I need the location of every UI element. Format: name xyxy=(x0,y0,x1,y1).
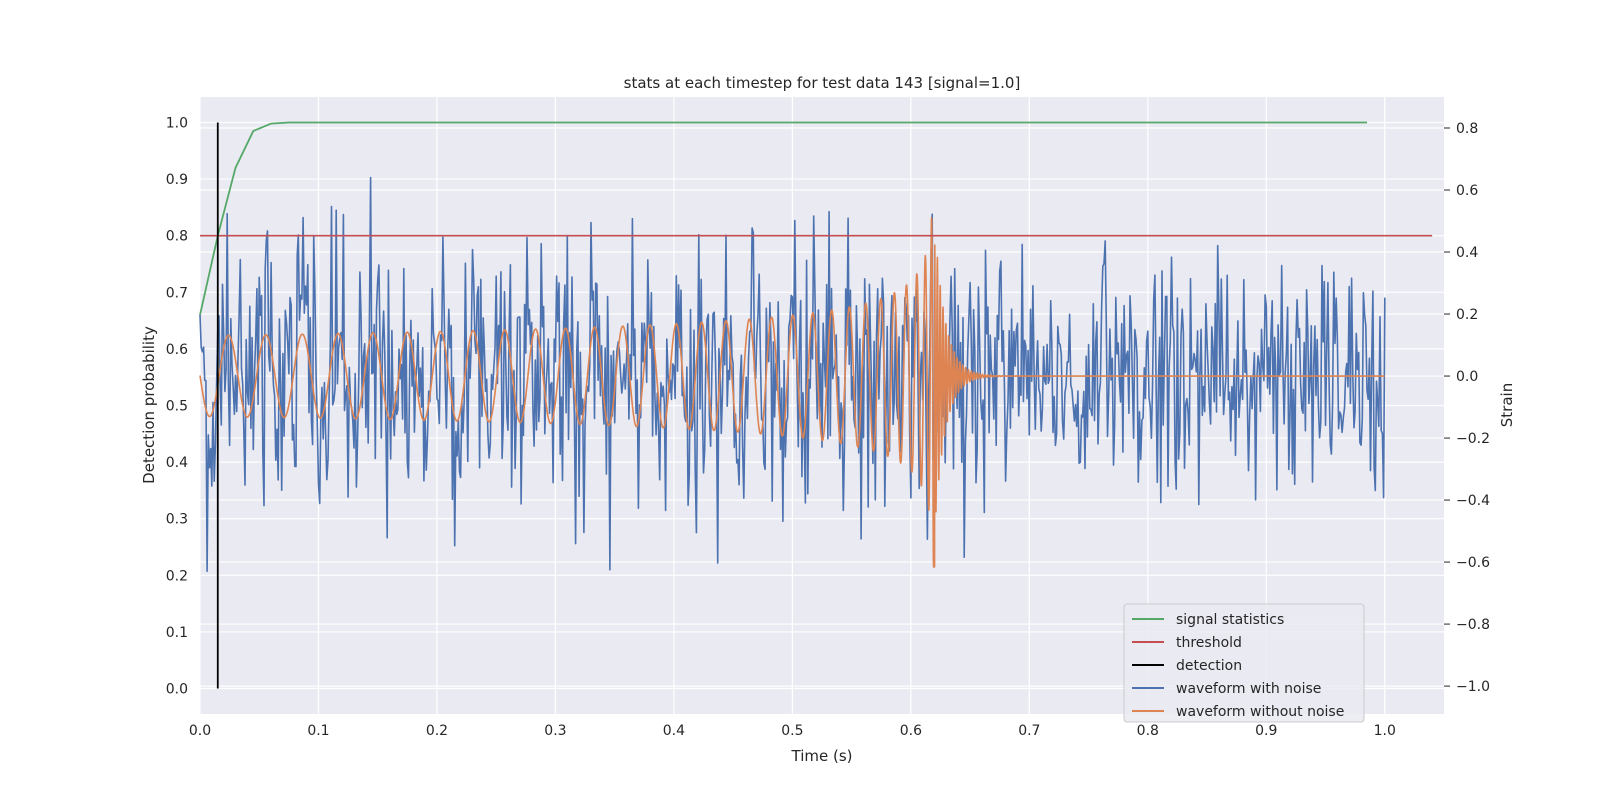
series-signal-statistics xyxy=(199,121,1367,316)
y-left-tick-label: 0.5 xyxy=(166,399,188,415)
y-left-tick-label: 0.2 xyxy=(166,568,188,584)
x-tick-label: 0.8 xyxy=(1137,723,1159,739)
y-left-tick-label: 0.9 xyxy=(166,172,188,188)
x-tick-label: 0.6 xyxy=(900,723,922,739)
y-left-tick-label: 0.4 xyxy=(166,455,188,471)
y-right-tick-label: −1.0 xyxy=(1456,679,1490,695)
y-axis-right-label: Strain xyxy=(1498,383,1516,427)
y-right-tick-label: −0.2 xyxy=(1456,431,1490,447)
legend-label: signal statistics xyxy=(1176,612,1284,628)
y-left-tick-label: 0.1 xyxy=(166,625,188,641)
x-tick-label: 0.3 xyxy=(544,723,566,739)
legend-label: waveform with noise xyxy=(1176,681,1321,697)
x-tick-label: 0.7 xyxy=(1018,723,1040,739)
x-tick-label: 0.1 xyxy=(307,723,329,739)
x-tick-label: 0.9 xyxy=(1255,723,1277,739)
axes: 0.0 0.1 0.2 0.3 0.4 0.5 0.6 0.7 0.8 0.9 1.0 0.0 0.1 0… xyxy=(166,115,1490,739)
y-right-tick-label: −0.4 xyxy=(1456,493,1490,509)
y-right-tick-label: 0.8 xyxy=(1456,121,1478,137)
series-waveform-without-noise xyxy=(199,216,1386,568)
series-layer xyxy=(199,121,1433,689)
y-right-tick-label: 0.6 xyxy=(1456,183,1478,199)
y-right-tick-label: −0.8 xyxy=(1456,617,1490,633)
y-right-tick-label: −0.6 xyxy=(1456,555,1490,571)
x-tick-label: 0.4 xyxy=(663,723,685,739)
y-left-tick-label: 1.0 xyxy=(166,115,188,131)
y-left-tick-label: 0.0 xyxy=(166,682,188,698)
y-left-tick-label: 0.7 xyxy=(166,285,188,301)
legend-box xyxy=(1123,603,1365,723)
legend-label: detection xyxy=(1176,658,1242,674)
x-axis-label: Time (s) xyxy=(791,747,853,765)
x-tick-label: 0.2 xyxy=(426,723,448,739)
legend-label: threshold xyxy=(1176,635,1242,651)
y-right-tick-label: 0.4 xyxy=(1456,245,1478,261)
y-axis-left-label: Detection probability xyxy=(140,326,158,484)
legend: signal statistics threshold detection wavef… xyxy=(1123,603,1365,723)
y-left-tick-label: 0.6 xyxy=(166,342,188,358)
legend-label: waveform without noise xyxy=(1176,704,1344,720)
chart-title: stats at each timestep for test data 143… xyxy=(624,74,1021,92)
x-tick-label: 1.0 xyxy=(1374,723,1396,739)
series-waveform-with-noise xyxy=(199,176,1386,573)
y-left-tick-label: 0.8 xyxy=(166,229,188,245)
y-right-tick-label: 0.2 xyxy=(1456,307,1478,323)
y-right-tick-label: 0.0 xyxy=(1456,369,1478,385)
x-tick-label: 0.0 xyxy=(189,723,211,739)
y-left-tick-label: 0.3 xyxy=(166,512,188,528)
x-tick-label: 0.5 xyxy=(781,723,803,739)
